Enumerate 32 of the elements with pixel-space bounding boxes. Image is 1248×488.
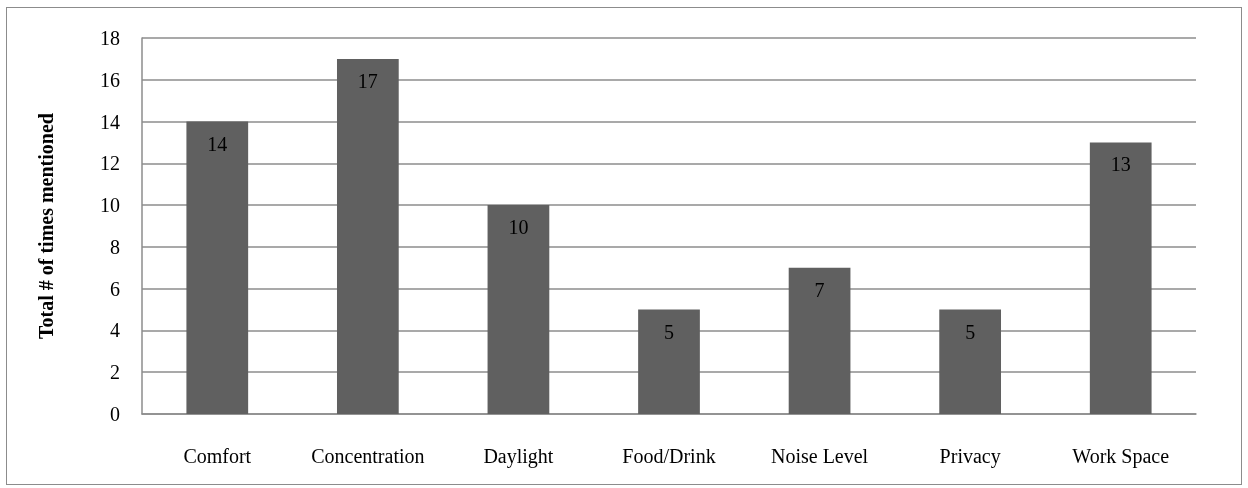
y-tick-label: 0 (110, 403, 120, 425)
bar (186, 121, 249, 414)
data-label: 13 (1110, 153, 1131, 176)
y-axis-title: Total # of times mentioned (35, 113, 57, 339)
data-label: 7 (814, 278, 825, 301)
y-tick-label: 10 (100, 194, 120, 217)
x-tick-label: Noise Level (770, 445, 869, 467)
bar (1089, 142, 1152, 414)
x-tick-label: Daylight (483, 445, 554, 468)
y-tick-label: 8 (110, 235, 120, 258)
bar (487, 205, 550, 414)
bar (939, 309, 1002, 414)
x-tick-label: Food/Drink (622, 445, 716, 467)
bar (788, 267, 851, 414)
y-tick-label: 2 (110, 361, 120, 384)
data-label: 5 (965, 320, 976, 343)
bar (336, 58, 399, 414)
x-tick-label: Concentration (311, 445, 425, 467)
y-tick-label: 14 (100, 110, 120, 133)
data-label: 17 (357, 69, 378, 92)
y-tick-label: 18 (100, 27, 120, 49)
data-label: 5 (664, 320, 674, 343)
y-tick-label: 16 (100, 68, 120, 91)
bar (638, 309, 700, 414)
x-tick-label: Work Space (1072, 445, 1170, 468)
data-label: 10 (508, 216, 529, 239)
y-tick-label: 6 (110, 277, 120, 300)
y-tick-label: 4 (110, 319, 120, 342)
data-label: 14 (207, 132, 228, 155)
y-tick-label: 12 (100, 152, 120, 175)
x-tick-label: Privacy (939, 445, 1001, 468)
x-tick-label: Comfort (183, 445, 252, 467)
